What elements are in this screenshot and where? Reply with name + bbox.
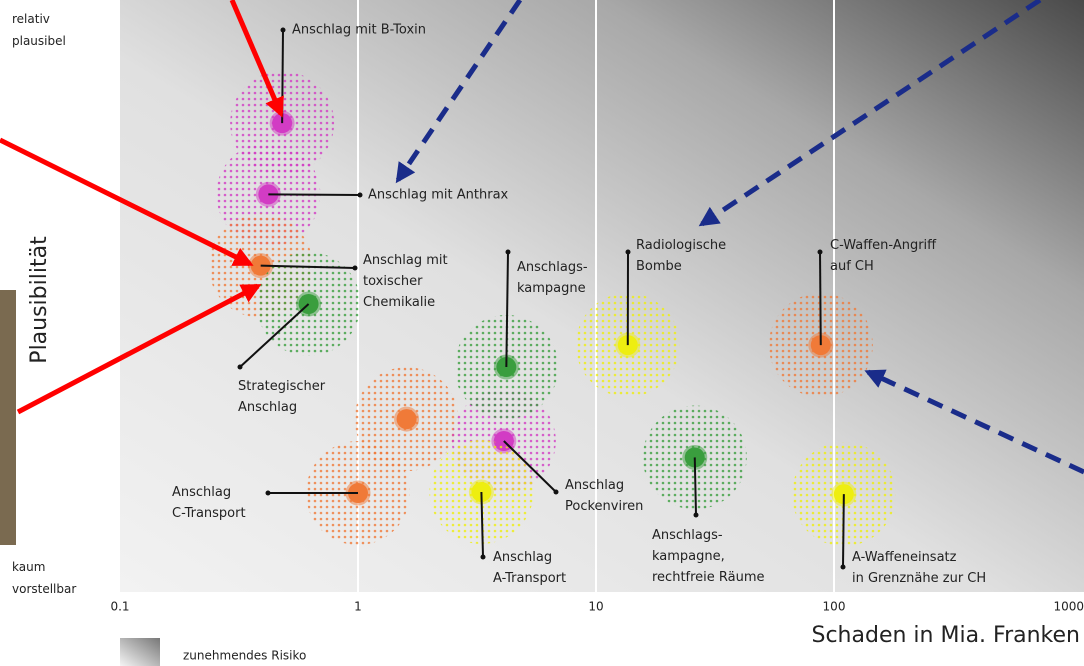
leader-line xyxy=(843,494,844,567)
photo-fragment xyxy=(0,290,16,545)
chart: Anschlag mit B-Toxin Anschlag mit Anthrax… xyxy=(0,0,1084,666)
x-tick-label: 0.1 xyxy=(110,600,129,614)
x-tick-label: 1 xyxy=(354,600,362,614)
legend-label: zunehmendes Risiko xyxy=(183,649,306,663)
point-label: Anschlag mit Anthrax xyxy=(368,188,509,203)
x-tick-label: 10 xyxy=(588,600,603,614)
leader-line xyxy=(268,194,360,195)
leader-dot xyxy=(841,565,846,570)
point-label: Anschlag mit B-Toxin xyxy=(292,23,426,38)
leader-line xyxy=(282,30,283,123)
leader-line xyxy=(820,252,821,345)
x-tick-label: 1000 xyxy=(1053,600,1084,614)
legend-swatch xyxy=(120,638,160,666)
leader-dot xyxy=(238,365,243,370)
leader-dot xyxy=(694,513,699,518)
point-core xyxy=(397,409,417,429)
leader-dot xyxy=(506,250,511,255)
leader-line xyxy=(695,457,696,515)
leader-dot xyxy=(358,193,363,198)
leader-dot xyxy=(481,555,486,560)
leader-dot xyxy=(554,490,559,495)
y-title: Plausibilität xyxy=(27,236,52,364)
leader-dot xyxy=(281,28,286,33)
leader-dot xyxy=(626,250,631,255)
x-title: Schaden in Mia. Franken xyxy=(812,623,1081,648)
x-tick-label: 100 xyxy=(823,600,846,614)
leader-dot xyxy=(818,250,823,255)
leader-dot xyxy=(353,266,358,271)
leader-dot xyxy=(266,491,271,496)
